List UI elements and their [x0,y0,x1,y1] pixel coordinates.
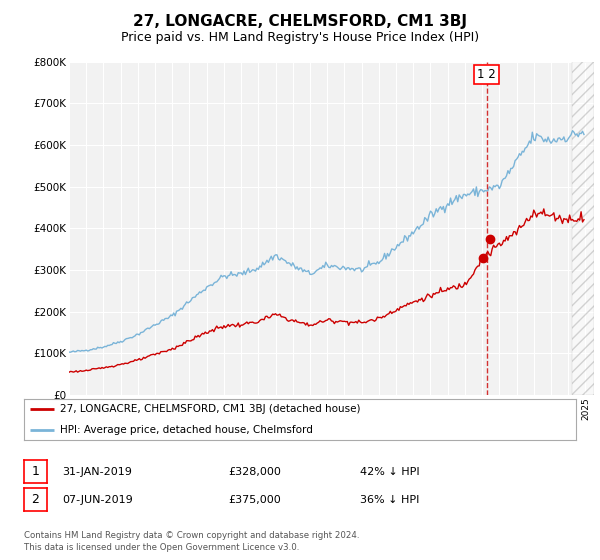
Text: Contains HM Land Registry data © Crown copyright and database right 2024.: Contains HM Land Registry data © Crown c… [24,531,359,540]
Text: 36% ↓ HPI: 36% ↓ HPI [360,494,419,505]
Text: 42% ↓ HPI: 42% ↓ HPI [360,466,419,477]
Text: £328,000: £328,000 [228,466,281,477]
Text: Price paid vs. HM Land Registry's House Price Index (HPI): Price paid vs. HM Land Registry's House … [121,31,479,44]
Text: 1 2: 1 2 [478,68,496,81]
Text: 27, LONGACRE, CHELMSFORD, CM1 3BJ: 27, LONGACRE, CHELMSFORD, CM1 3BJ [133,14,467,29]
Bar [572,62,594,395]
Text: £375,000: £375,000 [228,494,281,505]
Text: 31-JAN-2019: 31-JAN-2019 [62,466,131,477]
Text: 2: 2 [31,493,40,506]
Text: 07-JUN-2019: 07-JUN-2019 [62,494,133,505]
Text: HPI: Average price, detached house, Chelmsford: HPI: Average price, detached house, Chel… [60,424,313,435]
Text: 1: 1 [31,465,40,478]
Text: 27, LONGACRE, CHELMSFORD, CM1 3BJ (detached house): 27, LONGACRE, CHELMSFORD, CM1 3BJ (detac… [60,404,361,414]
Text: This data is licensed under the Open Government Licence v3.0.: This data is licensed under the Open Gov… [24,543,299,552]
